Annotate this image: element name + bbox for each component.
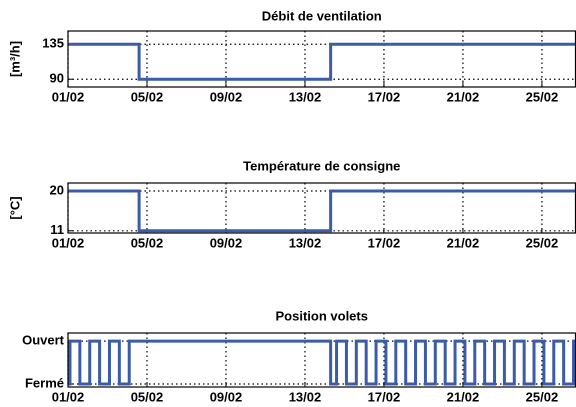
- y-tick-label: 90: [50, 71, 64, 86]
- y-tick-label: 135: [42, 36, 64, 51]
- x-tick-label: 01/02: [52, 89, 85, 104]
- panel-title: Débit de ventilation: [262, 8, 382, 23]
- x-tick-label: 17/02: [368, 389, 401, 404]
- x-tick-label: 01/02: [52, 235, 85, 250]
- x-tick-label: 13/02: [289, 389, 322, 404]
- x-tick-label: 05/02: [131, 389, 164, 404]
- x-tick-label: 21/02: [447, 389, 480, 404]
- x-tick-label: 13/02: [289, 235, 322, 250]
- x-tick-label: 09/02: [210, 89, 243, 104]
- x-tick-label: 01/02: [52, 389, 85, 404]
- panel-title: Température de consigne: [243, 158, 400, 173]
- series-line: [68, 339, 576, 386]
- x-tick-label: 05/02: [131, 89, 164, 104]
- y-tick-label: 11: [50, 222, 64, 237]
- x-tick-label: 17/02: [368, 89, 401, 104]
- x-tick-label: 25/02: [526, 389, 559, 404]
- y-tick-label: Fermé: [25, 375, 64, 390]
- x-tick-label: 21/02: [447, 89, 480, 104]
- panel: Débit de ventilation [m³/h] 01/02 05/02 09/0…: [7, 8, 576, 104]
- y-axis-label: [m³/h]: [7, 41, 22, 77]
- y-axis-label: [°C]: [7, 196, 22, 219]
- x-tick-label: 17/02: [368, 235, 401, 250]
- y-tick-label: Ouvert: [22, 333, 65, 348]
- x-tick-label: 13/02: [289, 89, 322, 104]
- x-tick-label: 21/02: [447, 235, 480, 250]
- panel: Position volets 01/02 05/02 09/02 13/02 17/02…: [22, 308, 576, 404]
- panel: Température de consigne [°C] 01/02 05/02 09/…: [7, 158, 576, 250]
- x-tick-label: 25/02: [526, 235, 559, 250]
- series-line: [68, 42, 576, 81]
- panel-title: Position volets: [276, 308, 368, 323]
- x-tick-label: 25/02: [526, 89, 559, 104]
- x-tick-label: 09/02: [210, 389, 243, 404]
- x-tick-label: 05/02: [131, 235, 164, 250]
- x-tick-label: 09/02: [210, 235, 243, 250]
- y-tick-label: 20: [50, 182, 64, 197]
- series-line: [68, 189, 576, 233]
